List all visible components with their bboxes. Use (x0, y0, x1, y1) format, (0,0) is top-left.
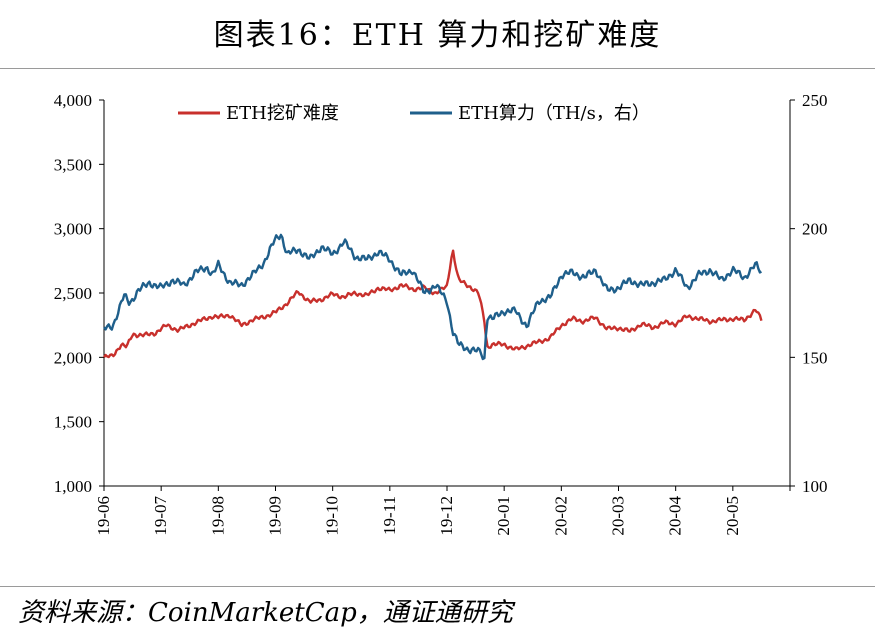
chart: 1,000 1,500 2,000 2,500 3,000 3,500 4,000 100 15… (54, 91, 828, 536)
x-tick-label: 20-01 (494, 496, 513, 536)
axes: 1,000 1,500 2,000 2,500 3,000 3,500 4,000 100 15… (54, 91, 828, 536)
bottom-rule (0, 586, 875, 587)
x-tick-label: 19-08 (208, 496, 227, 536)
series-line-difficulty (103, 249, 763, 359)
y-right-tick-label: 100 (802, 477, 828, 496)
y-left-tick-label: 2,500 (54, 284, 92, 303)
y-left-tick-label: 3,000 (54, 220, 92, 239)
x-tick-label: 19-12 (437, 496, 456, 536)
y-left-tick-label: 3,500 (54, 155, 92, 174)
y-right-tick-label: 200 (802, 220, 828, 239)
y-left-tick-label: 4,000 (54, 91, 92, 110)
legend-label-hashrate: ETH算力（TH/s，右） (458, 103, 650, 124)
y-left-tick-label: 2,000 (54, 348, 92, 367)
x-tick-label: 20-03 (609, 496, 628, 536)
series-line-hashrate (103, 233, 762, 361)
source-note: 资料来源：CoinMarketCap，通证通研究 (18, 598, 513, 628)
x-tick-label: 20-04 (666, 496, 685, 536)
y-right-tick-label: 150 (802, 348, 828, 367)
x-tick-label: 19-09 (266, 496, 285, 536)
x-tick-label: 19-06 (94, 496, 113, 536)
y-right-tick-label: 250 (802, 91, 828, 110)
x-tick-label: 19-11 (380, 496, 399, 535)
series-layer (103, 233, 763, 361)
x-tick-label: 19-07 (151, 496, 170, 536)
y-left-tick-label: 1,000 (54, 477, 92, 496)
legend: ETH挖矿难度 ETH算力（TH/s，右） (178, 103, 650, 124)
top-rule (0, 68, 875, 69)
chart-title: 图表16：ETH 算力和挖矿难度 (213, 18, 662, 53)
legend-label-difficulty: ETH挖矿难度 (226, 103, 339, 124)
x-tick-label: 20-02 (551, 496, 570, 536)
y-left-tick-label: 1,500 (54, 413, 92, 432)
x-tick-label: 19-10 (323, 496, 342, 536)
x-tick-label: 20-05 (723, 496, 742, 536)
